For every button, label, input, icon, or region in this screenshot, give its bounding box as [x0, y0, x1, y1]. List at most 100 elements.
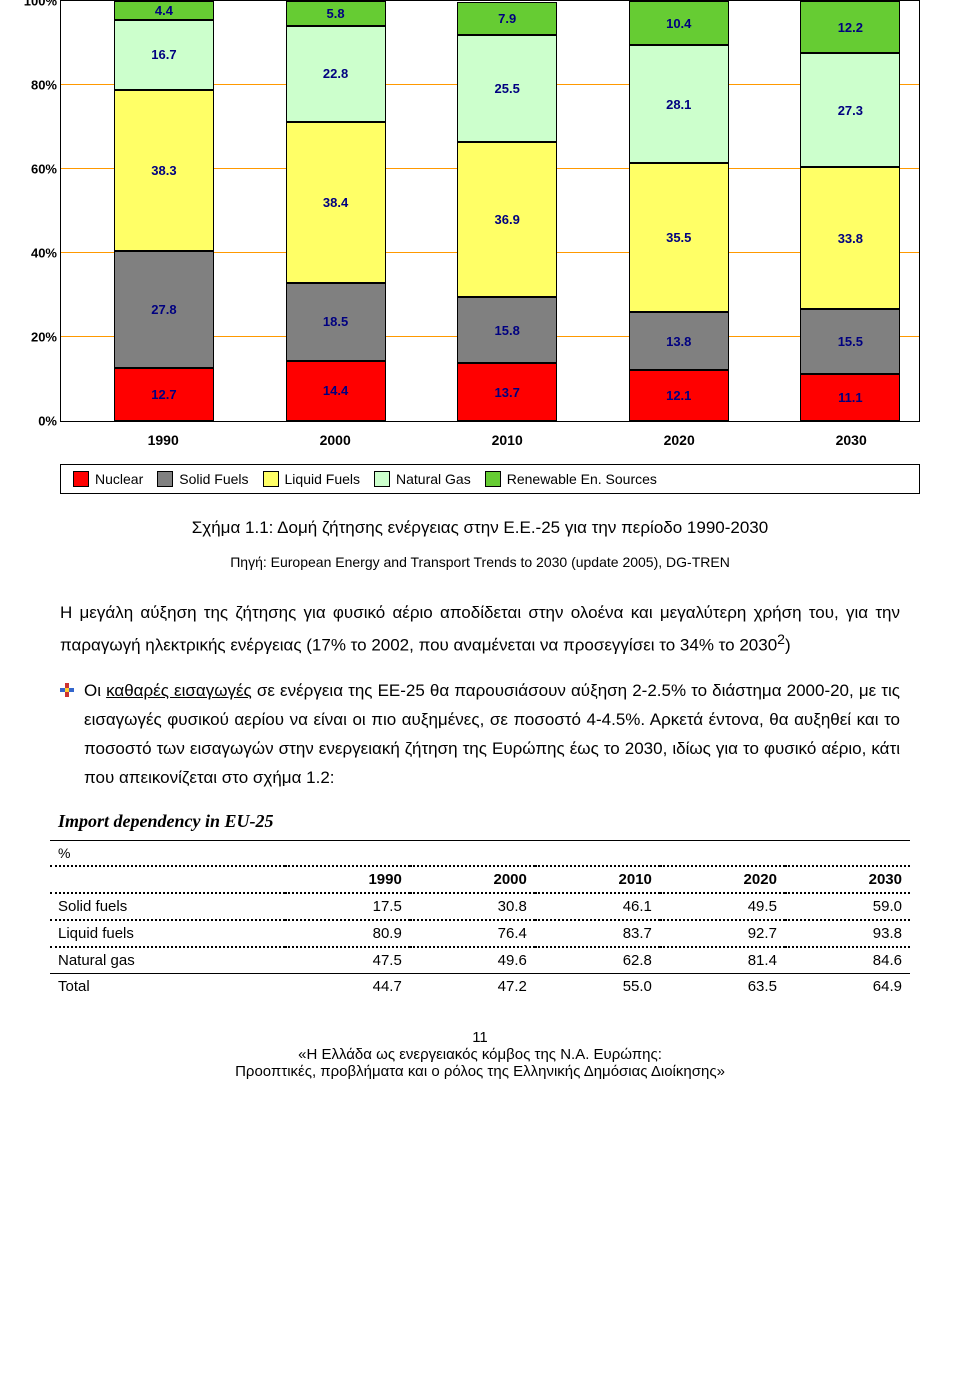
cell: 80.9 [285, 920, 410, 947]
segment-liquid: 33.8 [800, 167, 900, 309]
segment-natgas: 25.5 [457, 35, 557, 142]
segment-value: 18.5 [323, 314, 348, 329]
legend-item-natgas: Natural Gas [374, 471, 471, 487]
legend-swatch [157, 471, 173, 487]
cell: 93.8 [785, 920, 910, 947]
legend-item-liquid: Liquid Fuels [263, 471, 361, 487]
y-axis: 0%20%40%60%80%100% [13, 1, 57, 421]
legend-item-solid: Solid Fuels [157, 471, 248, 487]
footer-line1: «Η Ελλάδα ως ενεργειακός κόμβος της Ν.Α.… [0, 1046, 960, 1063]
legend-label: Natural Gas [396, 471, 471, 487]
cell: 76.4 [410, 920, 535, 947]
segment-value: 16.7 [151, 47, 176, 62]
y-tick: 40% [13, 246, 57, 261]
table-row-total: Total44.747.255.063.564.9 [50, 973, 910, 999]
segment-natgas: 28.1 [629, 45, 729, 163]
para1-a: Η μεγάλη αύξηση της ζήτησης για φυσικό α… [60, 603, 900, 655]
page-footer: 11 «Η Ελλάδα ως ενεργειακός κόμβος της Ν… [0, 1029, 960, 1080]
cell: 17.5 [285, 893, 410, 920]
segment-natgas: 16.7 [114, 20, 214, 90]
segment-natgas: 27.3 [800, 53, 900, 168]
segment-value: 35.5 [666, 230, 691, 245]
table2-year: 2010 [535, 866, 660, 893]
table2-year: 2030 [785, 866, 910, 893]
segment-value: 15.8 [495, 323, 520, 338]
segment-value: 11.1 [838, 390, 863, 405]
cell: 62.8 [535, 947, 660, 974]
legend-label: Renewable En. Sources [507, 471, 657, 487]
row-label: Solid fuels [50, 893, 285, 920]
y-tick: 100% [13, 0, 57, 9]
segment-nuclear: 14.4 [286, 361, 386, 421]
legend-label: Solid Fuels [179, 471, 248, 487]
cell: 47.2 [410, 973, 535, 999]
legend-item-nuclear: Nuclear [73, 471, 143, 487]
table2-unit: % [50, 840, 910, 866]
segment-value: 38.3 [151, 163, 176, 178]
y-tick: 20% [13, 330, 57, 345]
table-row: Liquid fuels80.976.483.792.793.8 [50, 920, 910, 947]
segment-solid: 13.8 [629, 312, 729, 370]
table2-title: Import dependency in EU-25 [58, 811, 910, 832]
bar-1990: 12.7 27.8 38.3 16.7 4.4 [114, 1, 214, 421]
figure-caption: Σχήμα 1.1: Δομή ζήτησης ενέργειας στην Ε… [60, 514, 900, 543]
footnote-ref-2: 2 [777, 632, 785, 648]
cell: 49.6 [410, 947, 535, 974]
segment-liquid: 38.3 [114, 90, 214, 251]
x-label: 1990 [148, 432, 179, 448]
y-tick: 60% [13, 162, 57, 177]
row-label: Natural gas [50, 947, 285, 974]
bar-2010: 13.715.836.925.57.9 [457, 1, 557, 421]
table-row: Solid fuels17.530.846.149.559.0 [50, 893, 910, 920]
bullet-item: Οι καθαρές εισαγωγές σε ενέργεια της ΕΕ-… [60, 677, 900, 793]
plus-bullet-icon [60, 683, 74, 697]
table-row: Natural gas47.549.662.881.484.6 [50, 947, 910, 974]
segment-value: 12.7 [151, 387, 176, 402]
segment-value: 27.8 [151, 302, 176, 317]
segment-solid: 27.8 [114, 251, 214, 368]
cell: 84.6 [785, 947, 910, 974]
row-label: Total [50, 973, 285, 999]
table2-year: 1990 [285, 866, 410, 893]
legend-swatch [73, 471, 89, 487]
bullet-pre: Οι [84, 681, 106, 700]
segment-nuclear: 12.7 [114, 368, 214, 421]
segment-renew: 4.4 [114, 1, 214, 19]
segment-renew: 5.8 [286, 1, 386, 25]
legend-label: Nuclear [95, 471, 143, 487]
legend-swatch [263, 471, 279, 487]
bar-2000: 14.4 18.5 38.4 22.8 5.8 [286, 1, 386, 421]
segment-value: 27.3 [838, 103, 863, 118]
segment-value: 13.8 [666, 334, 691, 349]
segment-value: 13.7 [495, 385, 520, 400]
row-label: Liquid fuels [50, 920, 285, 947]
cell: 47.5 [285, 947, 410, 974]
segment-value: 38.4 [323, 195, 348, 210]
segment-nuclear: 11.1 [800, 374, 900, 421]
cell: 46.1 [535, 893, 660, 920]
cell: 83.7 [535, 920, 660, 947]
cell: 49.5 [660, 893, 785, 920]
x-label: 2010 [492, 432, 523, 448]
segment-natgas: 22.8 [286, 26, 386, 122]
y-tick: 0% [13, 414, 57, 429]
legend-swatch [485, 471, 501, 487]
footer-line2: Προοπτικές, προβλήματα και ο ρόλος της Ε… [0, 1063, 960, 1080]
segment-value: 12.1 [666, 388, 691, 403]
import-dependency-table-wrap: Import dependency in EU-25 % 19902000201… [50, 811, 910, 999]
y-tick: 80% [13, 78, 57, 93]
segment-nuclear: 12.1 [629, 370, 729, 421]
segment-value: 22.8 [323, 66, 348, 81]
cell: 81.4 [660, 947, 785, 974]
legend-item-renew: Renewable En. Sources [485, 471, 657, 487]
segment-value: 15.5 [838, 334, 863, 349]
cell: 92.7 [660, 920, 785, 947]
x-axis-labels: 19902000201020202030 [60, 432, 920, 454]
x-label: 2000 [320, 432, 351, 448]
cell: 44.7 [285, 973, 410, 999]
para1-b: ) [785, 635, 791, 654]
segment-solid: 15.8 [457, 297, 557, 363]
segment-value: 36.9 [495, 212, 520, 227]
segment-nuclear: 13.7 [457, 363, 557, 421]
segment-liquid: 36.9 [457, 142, 557, 297]
